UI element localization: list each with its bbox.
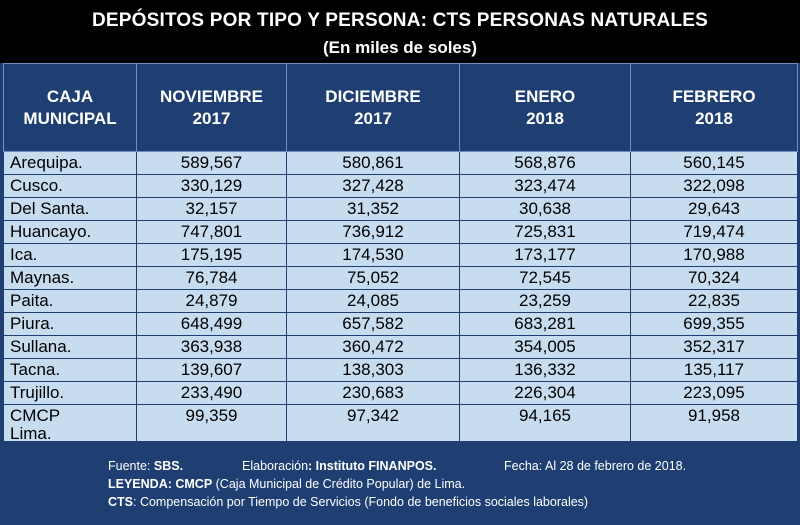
cell-value: 330,129 <box>136 174 287 198</box>
col-header-enero: ENERO 2018 <box>459 63 631 152</box>
cell-value: 223,095 <box>630 381 798 405</box>
cell-value: 24,879 <box>136 289 287 313</box>
cell-value: 360,472 <box>286 335 460 359</box>
table-row: Maynas. 76,784 75,052 72,545 70,324 <box>3 266 798 290</box>
cell-value: 91,958 <box>630 404 798 448</box>
table-row: Tacna. 139,607 138,303 136,332 135,117 <box>3 358 798 382</box>
cell-value: 323,474 <box>459 174 631 198</box>
table-row: Del Santa. 32,157 31,352 30,638 29,643 <box>3 197 798 221</box>
table-row: Trujillo. 233,490 230,683 226,304 223,095 <box>3 381 798 405</box>
row-label: Arequipa. <box>3 151 137 175</box>
col-header-caja: CAJA MUNICIPAL <box>3 63 137 152</box>
row-label: Maynas. <box>3 266 137 290</box>
cell-value: 23,259 <box>459 289 631 313</box>
cell-value: 170,988 <box>630 243 798 267</box>
source-line: Fuente: SBS. Elaboración: Instituto FINA… <box>108 459 687 473</box>
title-bar: DEPÓSITOS POR TIPO Y PERSONA: CTS PERSON… <box>0 0 800 63</box>
cell-value: 589,567 <box>136 151 287 175</box>
header-row: CAJA MUNICIPAL NOVIEMBRE 2017 DICIEMBRE 201… <box>3 63 798 152</box>
cell-value: 76,784 <box>136 266 287 290</box>
elaboration-note: Elaboración: Instituto FINANPOS. <box>242 459 437 473</box>
row-label: Tacna. <box>3 358 137 382</box>
row-label: Paita. <box>3 289 137 313</box>
cell-value: 747,801 <box>136 220 287 244</box>
cell-value: 24,085 <box>286 289 460 313</box>
cell-value: 233,490 <box>136 381 287 405</box>
cell-value: 70,324 <box>630 266 798 290</box>
cell-value: 72,545 <box>459 266 631 290</box>
cell-value: 657,582 <box>286 312 460 336</box>
cell-value: 97,342 <box>286 404 460 448</box>
col-header-diciembre: DICIEMBRE 2017 <box>286 63 460 152</box>
cell-value: 580,861 <box>286 151 460 175</box>
legend-line: LEYENDA: CMCP (Caja Municipal de Crédito… <box>108 477 466 491</box>
cell-value: 30,638 <box>459 197 631 221</box>
cell-value: 568,876 <box>459 151 631 175</box>
cell-value: 560,145 <box>630 151 798 175</box>
cell-value: 699,355 <box>630 312 798 336</box>
cell-value: 29,643 <box>630 197 798 221</box>
deposits-table: CAJA MUNICIPAL NOVIEMBRE 2017 DICIEMBRE 201… <box>3 63 798 448</box>
cell-value: 94,165 <box>459 404 631 448</box>
cell-value: 138,303 <box>286 358 460 382</box>
table-row: CMCP Lima. 99,359 97,342 94,165 91,958 <box>3 404 798 448</box>
footer-notes: Fuente: SBS. Elaboración: Instituto FINA… <box>0 441 800 525</box>
col-header-febrero: FEBRERO 2018 <box>630 63 798 152</box>
cell-value: 226,304 <box>459 381 631 405</box>
table-row: Cusco. 330,129 327,428 323,474 322,098 <box>3 174 798 198</box>
cell-value: 32,157 <box>136 197 287 221</box>
cell-value: 725,831 <box>459 220 631 244</box>
cell-value: 22,835 <box>630 289 798 313</box>
cell-value: 173,177 <box>459 243 631 267</box>
cell-value: 322,098 <box>630 174 798 198</box>
table-row: Sullana. 363,938 360,472 354,005 352,317 <box>3 335 798 359</box>
row-label: Piura. <box>3 312 137 336</box>
cell-value: 135,117 <box>630 358 798 382</box>
table-row: Paita. 24,879 24,085 23,259 22,835 <box>3 289 798 313</box>
row-label: Huancayo. <box>3 220 137 244</box>
row-label: Ica. <box>3 243 137 267</box>
row-label: Trujillo. <box>3 381 137 405</box>
cell-value: 175,195 <box>136 243 287 267</box>
table-row: Huancayo. 747,801 736,912 725,831 719,474 <box>3 220 798 244</box>
cell-value: 736,912 <box>286 220 460 244</box>
table-row: Ica. 175,195 174,530 173,177 170,988 <box>3 243 798 267</box>
cell-value: 75,052 <box>286 266 460 290</box>
table-row: Piura. 648,499 657,582 683,281 699,355 <box>3 312 798 336</box>
cell-value: 139,607 <box>136 358 287 382</box>
cell-value: 352,317 <box>630 335 798 359</box>
cell-value: 354,005 <box>459 335 631 359</box>
row-label: CMCP Lima. <box>3 404 137 448</box>
cell-value: 31,352 <box>286 197 460 221</box>
row-label: Del Santa. <box>3 197 137 221</box>
cell-value: 174,530 <box>286 243 460 267</box>
table-title: DEPÓSITOS POR TIPO Y PERSONA: CTS PERSON… <box>91 10 709 31</box>
cell-value: 136,332 <box>459 358 631 382</box>
cts-line: CTS: Compensación por Tiempo de Servicio… <box>108 495 589 509</box>
cell-value: 363,938 <box>136 335 287 359</box>
table-row: Arequipa. 589,567 580,861 568,876 560,145 <box>3 151 798 175</box>
cell-value: 648,499 <box>136 312 287 336</box>
table-subtitle: (En miles de soles) <box>323 38 477 57</box>
date-note: Fecha: Al 28 de febrero de 2018. <box>504 459 687 473</box>
cell-value: 719,474 <box>630 220 798 244</box>
col-header-noviembre: NOVIEMBRE 2017 <box>136 63 287 152</box>
cell-value: 327,428 <box>286 174 460 198</box>
cell-value: 683,281 <box>459 312 631 336</box>
row-label: Cusco. <box>3 174 137 198</box>
cell-value: 230,683 <box>286 381 460 405</box>
row-label: Sullana. <box>3 335 137 359</box>
cell-value: 99,359 <box>136 404 287 448</box>
